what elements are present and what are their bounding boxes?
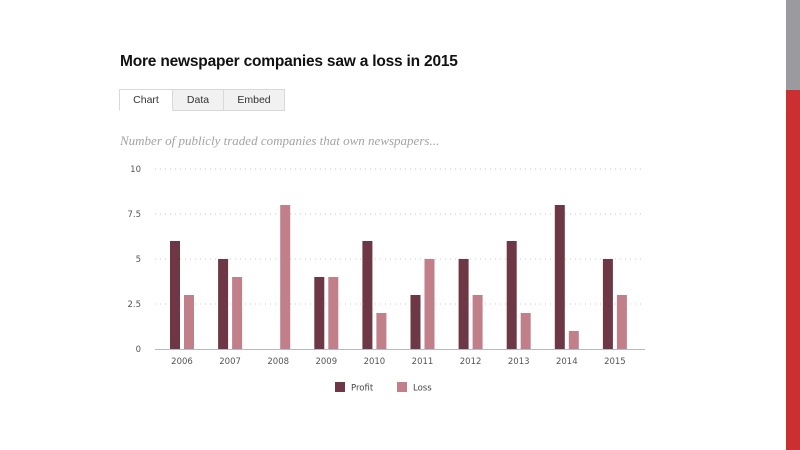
bar-profit: [170, 241, 180, 349]
chart-subtitle: Number of publicly traded companies that…: [120, 133, 440, 148]
bar-profit: [314, 277, 325, 349]
x-tick-label: 2006: [171, 357, 193, 367]
y-tick-label: 0: [136, 345, 141, 355]
bar-loss: [328, 277, 339, 349]
y-tick-label: 10: [130, 165, 141, 175]
x-tick-label: 2010: [364, 357, 386, 367]
tab-embed[interactable]: Embed: [224, 89, 285, 111]
bar-profit: [458, 259, 469, 349]
tab-data[interactable]: Data: [173, 89, 224, 111]
chart-title: More newspaper companies saw a loss in 2…: [120, 53, 458, 70]
bar-loss: [568, 331, 579, 349]
bar-loss: [424, 259, 435, 349]
bar-loss: [232, 277, 243, 349]
bar-loss: [616, 295, 627, 349]
y-tick-label: 5: [136, 255, 141, 265]
y-tick-label: 2.5: [127, 300, 141, 310]
x-tick-label: 2007: [219, 357, 241, 367]
bar-profit: [410, 295, 421, 349]
bar-loss: [472, 295, 483, 349]
bar-loss: [520, 313, 531, 349]
bar-profit: [554, 205, 565, 349]
slide-accent-bar-gray: [786, 0, 800, 90]
x-tick-label: 2013: [508, 357, 530, 367]
x-tick-label: 2009: [315, 357, 337, 367]
bar-profit: [362, 241, 373, 349]
tab-chart[interactable]: Chart: [119, 89, 173, 111]
x-tick-label: 2008: [267, 357, 289, 367]
legend-label-profit: Profit: [351, 384, 374, 394]
x-tick-label: 2011: [412, 357, 434, 367]
slide-accent-bar-red: [786, 90, 800, 450]
x-tick-label: 2012: [460, 357, 482, 367]
bar-loss: [184, 295, 194, 349]
legend-swatch-loss: [397, 382, 407, 392]
chart-tabs: Chart Data Embed: [119, 89, 285, 111]
bar-profit: [218, 259, 229, 349]
bar-profit: [602, 259, 613, 349]
bar-loss: [376, 313, 387, 349]
legend-label-loss: Loss: [413, 384, 432, 394]
legend-swatch-profit: [335, 382, 345, 392]
bar-profit: [506, 241, 517, 349]
y-tick-label: 7.5: [127, 210, 141, 220]
bar-loss: [280, 205, 291, 349]
x-tick-label: 2014: [556, 357, 578, 367]
x-tick-label: 2015: [604, 357, 626, 367]
